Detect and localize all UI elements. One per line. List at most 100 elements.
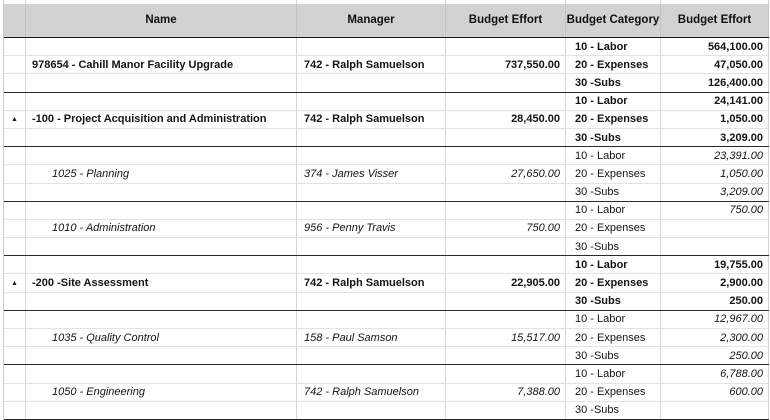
budget-category-cell: 30 -Subs [566, 183, 661, 201]
budget-effort-cell: 3,209.00 [661, 183, 769, 201]
budget-effort-cell: 750.00 [661, 201, 769, 219]
category-row-labor[interactable]: 10 - Labor 12,967.00 [4, 310, 769, 329]
budget-category-cell: 10 - Labor [566, 92, 661, 110]
name-cell: 1050 - Engineering [26, 383, 297, 401]
name-cell: 978654 - Cahill Manor Facility Upgrade [26, 56, 297, 74]
budget-category-cell: 20 - Expenses [566, 165, 661, 183]
header-manager[interactable]: Manager [297, 4, 446, 37]
category-row-labor[interactable]: 10 - Labor 23,391.00 [4, 147, 769, 166]
name-cell: 1010 - Administration [26, 219, 297, 238]
budget-category-cell: 30 -Subs [566, 347, 661, 365]
manager-cell: 742 - Ralph Samuelson [297, 56, 446, 74]
manager-cell: 742 - Ralph Samuelson [297, 110, 446, 128]
category-row-subs[interactable]: 30 -Subs 126,400.00 [4, 74, 769, 93]
budget-effort-cell [661, 401, 769, 419]
budget-effort-total-cell: 22,905.00 [446, 274, 566, 292]
budget-category-cell: 30 -Subs [566, 238, 661, 256]
budget-category-cell: 10 - Labor [566, 310, 661, 328]
budget-effort-cell [661, 219, 769, 238]
budget-category-cell: 20 - Expenses [566, 383, 661, 401]
budget-effort-cell: 6,788.00 [661, 365, 769, 383]
partial-top-row [4, 0, 769, 4]
budget-effort-total-cell: 750.00 [446, 219, 566, 238]
budget-effort-cell: 2,300.00 [661, 329, 769, 347]
expander-cell [4, 219, 26, 238]
task-row[interactable]: ▲ -200 -Site Assessment 742 - Ralph Samu… [4, 274, 769, 293]
header-expander-column [4, 4, 26, 37]
category-row-labor[interactable]: 10 - Labor 6,788.00 [4, 365, 769, 384]
budget-category-cell: 20 - Expenses [566, 274, 661, 292]
name-cell: 1035 - Quality Control [26, 329, 297, 347]
task-row[interactable]: 978654 - Cahill Manor Facility Upgrade 7… [4, 56, 769, 75]
category-row-subs[interactable]: 30 -Subs 3,209.00 [4, 183, 769, 202]
expander-cell [4, 56, 26, 74]
category-row-labor[interactable]: 10 - Labor 750.00 [4, 201, 769, 220]
budget-category-cell: 30 -Subs [566, 292, 661, 310]
manager-cell: 374 - James Visser [297, 165, 446, 183]
budget-effort-cell: 23,391.00 [661, 147, 769, 165]
budget-category-cell: 10 - Labor [566, 38, 661, 56]
budget-effort-cell: 1,050.00 [661, 110, 769, 128]
budget-category-cell: 20 - Expenses [566, 56, 661, 74]
budget-category-cell: 30 -Subs [566, 401, 661, 419]
category-row-labor[interactable]: 10 - Labor 19,755.00 [4, 256, 769, 275]
category-row-labor[interactable]: 10 - Labor 24,141.00 [4, 92, 769, 111]
budget-effort-cell: 12,967.00 [661, 310, 769, 328]
name-cell: -200 -Site Assessment [26, 274, 297, 292]
category-row-subs[interactable]: 30 -Subs 250.00 [4, 347, 769, 366]
budget-category-cell: 30 -Subs [566, 128, 661, 147]
budget-effort-total-cell: 737,550.00 [446, 56, 566, 74]
budget-effort-cell: 19,755.00 [661, 256, 769, 274]
budget-category-cell: 20 - Expenses [566, 110, 661, 128]
budget-effort-cell [661, 238, 769, 256]
budget-effort-cell: 2,900.00 [661, 274, 769, 292]
budget-effort-cell: 600.00 [661, 383, 769, 401]
task-row[interactable]: 1010 - Administration 956 - Penny Travis… [4, 219, 769, 239]
category-row-subs[interactable]: 30 -Subs 250.00 [4, 292, 769, 311]
budget-effort-cell: 126,400.00 [661, 74, 769, 92]
task-row[interactable]: 1025 - Planning 374 - James Visser 27,65… [4, 165, 769, 184]
expander-cell [4, 165, 26, 183]
budget-effort-cell: 564,100.00 [661, 38, 769, 56]
manager-cell: 742 - Ralph Samuelson [297, 274, 446, 292]
name-cell: 1025 - Planning [26, 165, 297, 183]
category-row-labor[interactable]: 10 - Labor 564,100.00 [4, 38, 769, 57]
budget-grid: Name Manager Budget Effort Budget Catego… [3, 0, 769, 420]
collapse-triangle-icon[interactable]: ▲ [11, 279, 18, 287]
budget-category-cell: 30 -Subs [566, 74, 661, 92]
header-budget-effort-2[interactable]: Budget Effort [661, 4, 769, 37]
task-row[interactable]: 1050 - Engineering 742 - Ralph Samuelson… [4, 383, 769, 402]
header-row: Name Manager Budget Effort Budget Catego… [4, 4, 769, 38]
budget-effort-cell: 24,141.00 [661, 92, 769, 110]
expander-cell [4, 383, 26, 401]
budget-category-cell: 10 - Labor [566, 201, 661, 219]
expander-cell: ▲ [4, 110, 26, 128]
budget-effort-total-cell: 7,388.00 [446, 383, 566, 401]
budget-category-cell: 10 - Labor [566, 256, 661, 274]
task-row[interactable]: 1035 - Quality Control 158 - Paul Samson… [4, 329, 769, 348]
category-row-subs[interactable]: 30 -Subs 3,209.00 [4, 128, 769, 148]
category-row-subs[interactable]: 30 -Subs [4, 401, 769, 420]
header-budget-category[interactable]: Budget Category [566, 4, 661, 37]
budget-category-cell: 20 - Expenses [566, 329, 661, 347]
budget-effort-cell: 250.00 [661, 292, 769, 310]
manager-cell: 158 - Paul Samson [297, 329, 446, 347]
manager-cell: 956 - Penny Travis [297, 219, 446, 238]
budget-effort-cell: 47,050.00 [661, 56, 769, 74]
collapse-triangle-icon[interactable]: ▲ [11, 115, 18, 123]
budget-category-cell: 20 - Expenses [566, 219, 661, 238]
header-name[interactable]: Name [26, 4, 297, 37]
expander-cell: ▲ [4, 274, 26, 292]
budget-category-cell: 10 - Labor [566, 365, 661, 383]
budget-category-cell: 10 - Labor [566, 147, 661, 165]
budget-effort-cell: 250.00 [661, 347, 769, 365]
expander-cell [4, 329, 26, 347]
category-row-subs[interactable]: 30 -Subs [4, 238, 769, 257]
budget-effort-total-cell: 28,450.00 [446, 110, 566, 128]
budget-effort-total-cell: 15,517.00 [446, 329, 566, 347]
budget-effort-cell: 1,050.00 [661, 165, 769, 183]
header-budget-effort[interactable]: Budget Effort [446, 4, 566, 37]
budget-effort-cell: 3,209.00 [661, 128, 769, 147]
task-row[interactable]: ▲ -100 - Project Acquisition and Adminis… [4, 110, 769, 129]
budget-effort-total-cell: 27,650.00 [446, 165, 566, 183]
